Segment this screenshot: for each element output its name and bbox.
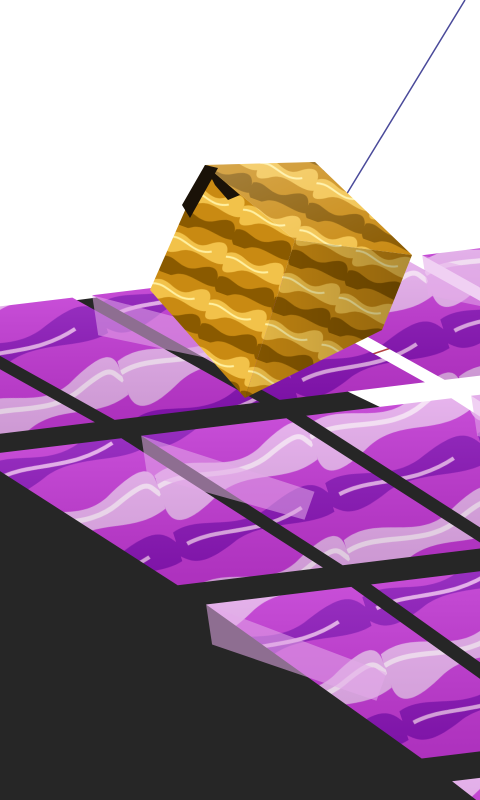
floor-tile-facet bbox=[206, 604, 387, 701]
floor-tile-shade bbox=[0, 297, 260, 420]
floor-tile-facet bbox=[422, 255, 480, 307]
cube-right-shade bbox=[245, 240, 412, 398]
floor-tile-facet bbox=[471, 395, 480, 437]
cube-left-face bbox=[150, 165, 295, 398]
floor-tile-facet bbox=[141, 435, 315, 520]
y-axis-line bbox=[339, 0, 466, 206]
cube-top-shine bbox=[205, 162, 412, 255]
floor-tile-shade bbox=[0, 438, 323, 586]
cube-edge-notch bbox=[182, 165, 218, 218]
floor-tile-shade bbox=[306, 398, 480, 528]
floor-tile-shade bbox=[0, 369, 95, 434]
gold-cube[interactable] bbox=[150, 162, 412, 398]
floor-tile-shade bbox=[452, 777, 480, 800]
cube-edge-notch-top bbox=[205, 165, 240, 200]
floor-tile-shade bbox=[371, 571, 480, 663]
